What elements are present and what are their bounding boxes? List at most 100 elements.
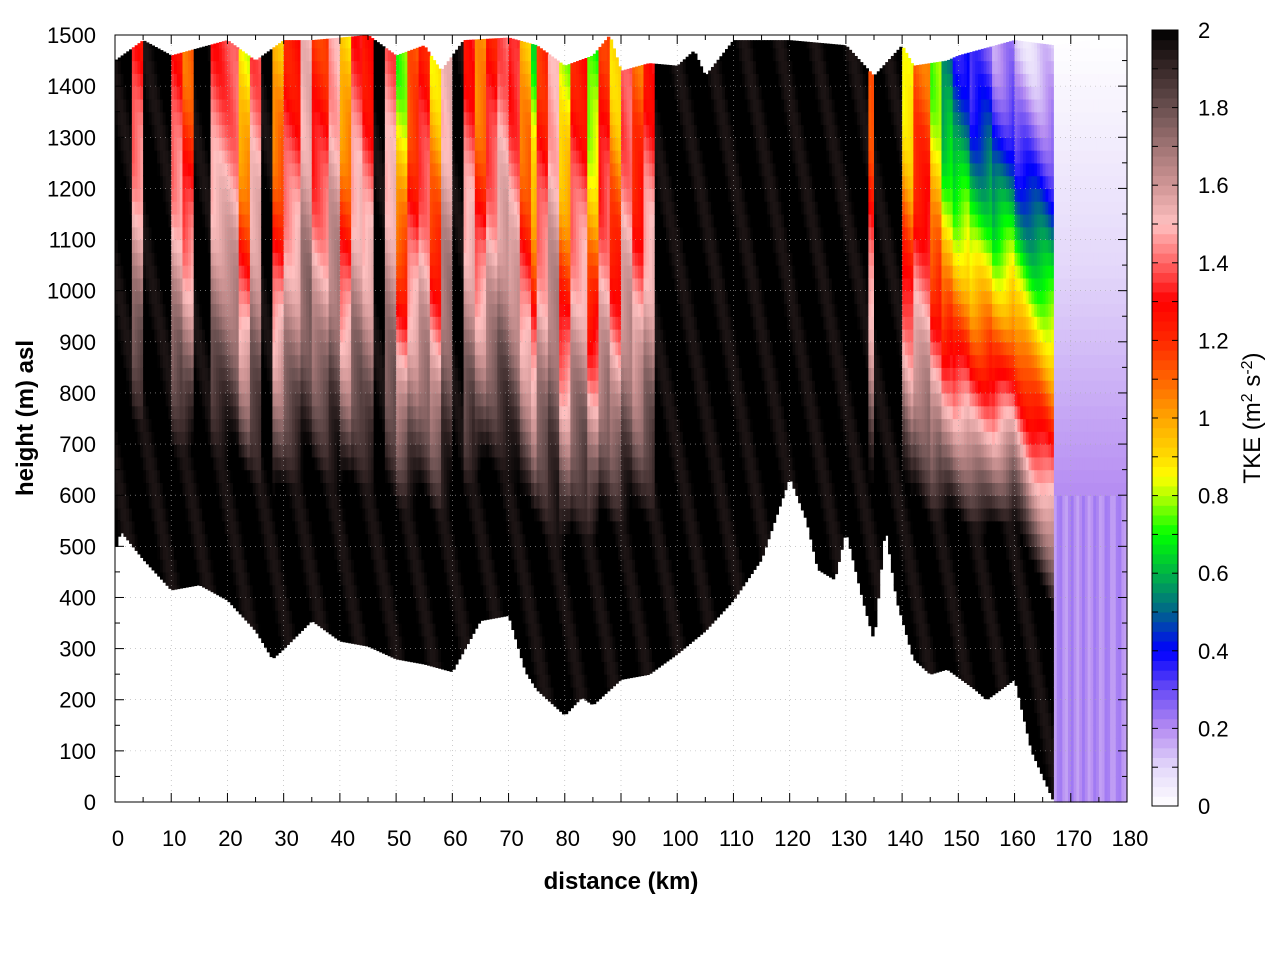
heatmap-cell [382, 635, 386, 650]
heatmap-cell [294, 137, 299, 151]
heatmap-cell [337, 533, 341, 547]
heatmap-cell [339, 137, 344, 151]
heatmap-cell [224, 98, 229, 113]
heatmap-cell [202, 226, 206, 241]
heatmap-cell [390, 495, 394, 509]
heatmap-cell [379, 150, 383, 164]
heatmap-cell [311, 201, 316, 215]
heatmap-cell [289, 137, 293, 151]
heatmap-cell [123, 380, 127, 394]
heatmap-cell [204, 546, 209, 560]
heatmap-cell [407, 303, 411, 317]
heatmap-cell [137, 47, 141, 62]
heatmap-cell [219, 329, 223, 343]
heatmap-cell [165, 559, 170, 573]
heatmap-cell [224, 546, 229, 560]
heatmap-cell [359, 623, 363, 637]
heatmap-cell [185, 546, 189, 560]
heatmap-cell [157, 341, 161, 356]
heatmap-cell [275, 405, 279, 420]
heatmap-cell [126, 111, 130, 126]
heatmap-cell [382, 418, 386, 432]
heatmap-cell [412, 623, 417, 637]
heatmap-cell [334, 239, 338, 253]
heatmap-cell [418, 316, 423, 330]
heatmap-cell [241, 456, 245, 471]
heatmap-cell [289, 584, 293, 599]
heatmap-cell [368, 36, 372, 49]
heatmap-cell [393, 213, 397, 228]
heatmap-cell [140, 329, 144, 343]
heatmap-cell [193, 73, 198, 87]
heatmap-cell [219, 124, 223, 138]
heatmap-cell [300, 456, 304, 471]
heatmap-cell [342, 162, 347, 177]
heatmap-cell [289, 418, 293, 432]
heatmap-cell [131, 213, 136, 228]
heatmap-cell [345, 277, 349, 292]
heatmap-cell [143, 520, 147, 535]
heatmap-cell [317, 239, 321, 253]
heatmap-cell [303, 456, 307, 471]
heatmap-cell [404, 584, 408, 599]
heatmap-cell [151, 162, 155, 177]
heatmap-cell [159, 277, 164, 292]
heatmap-cell [272, 533, 276, 547]
heatmap-cell [235, 150, 240, 164]
heatmap-cell [401, 188, 406, 202]
heatmap-cell [398, 175, 403, 189]
heatmap-cell [328, 341, 333, 356]
heatmap-cell [289, 60, 293, 74]
heatmap-cell [120, 277, 125, 292]
heatmap-cell [334, 520, 338, 535]
heatmap-cell [356, 316, 361, 330]
heatmap-cell [182, 150, 186, 164]
heatmap-cell [157, 495, 161, 509]
heatmap-cell [348, 111, 352, 126]
heatmap-cell [351, 354, 355, 368]
heatmap-cell [306, 252, 310, 266]
heatmap-cell [382, 290, 386, 305]
heatmap-cell [247, 559, 251, 573]
heatmap-cell [145, 329, 150, 343]
heatmap-cell [342, 290, 347, 305]
heatmap-cell [168, 226, 172, 241]
heatmap-cell [297, 239, 302, 253]
heatmap-cell [286, 239, 290, 253]
heatmap-cell [359, 137, 363, 151]
heatmap-cell [247, 239, 251, 253]
heatmap-cell [289, 252, 293, 266]
heatmap-cell [294, 623, 299, 637]
heatmap-cell [370, 597, 375, 611]
heatmap-cell [337, 37, 341, 49]
heatmap-cell [247, 316, 251, 330]
heatmap-cell [359, 495, 363, 509]
heatmap-cell [376, 341, 380, 356]
heatmap-cell [351, 150, 355, 164]
heatmap-cell [421, 418, 425, 432]
heatmap-cell [382, 469, 386, 484]
heatmap-cell [255, 60, 259, 74]
heatmap-cell [323, 571, 327, 586]
heatmap-cell [115, 265, 119, 279]
heatmap-cell [325, 60, 330, 74]
heatmap-cell [280, 265, 285, 279]
heatmap-cell [131, 482, 136, 496]
heatmap-cell [292, 546, 296, 560]
heatmap-cell [176, 482, 181, 496]
heatmap-cell [159, 124, 164, 138]
heatmap-cell [348, 188, 352, 202]
heatmap-cell [320, 354, 324, 368]
heatmap-cell [410, 316, 414, 330]
heatmap-cell [384, 277, 389, 292]
heatmap-cell [134, 495, 139, 509]
heatmap-cell [317, 137, 321, 151]
heatmap-cell [159, 303, 164, 317]
heatmap-cell [283, 150, 288, 164]
heatmap-cell [353, 150, 358, 164]
heatmap-cell [297, 623, 302, 634]
heatmap-cell [131, 98, 136, 113]
heatmap-cell [190, 354, 195, 368]
heatmap-cell [396, 201, 400, 215]
heatmap-cell [182, 239, 186, 253]
